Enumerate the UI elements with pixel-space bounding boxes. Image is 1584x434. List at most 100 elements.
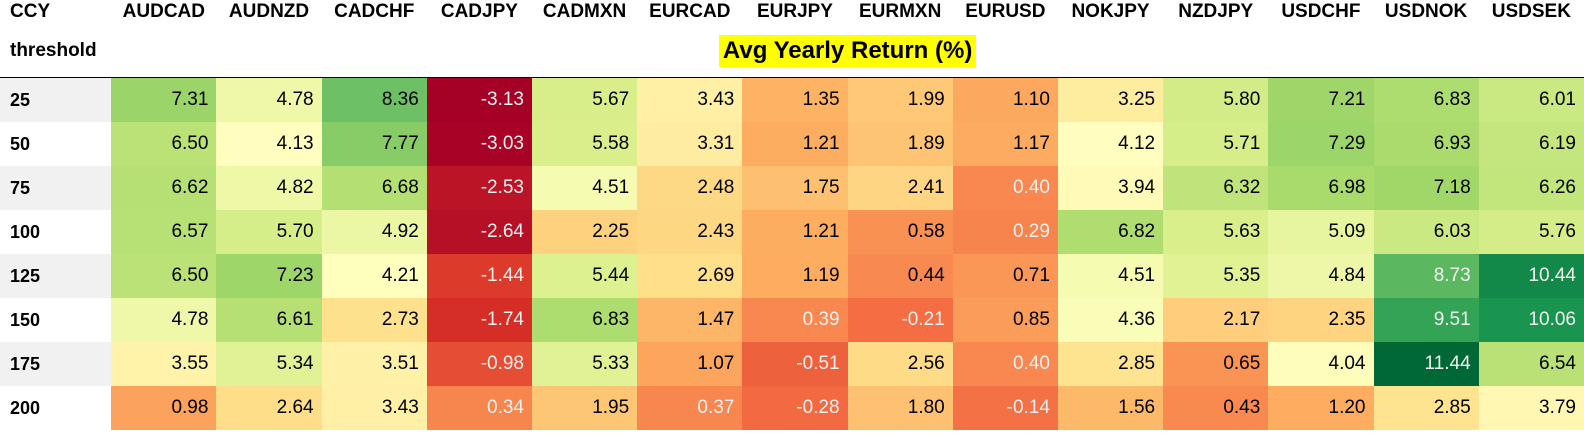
heatmap-cell-cadjpy-125: -1.44 (426, 254, 532, 298)
heatmap-cell-cadmxn-125: 5.44 (532, 254, 638, 298)
heatmap-cell-eurusd-175: 0.40 (952, 342, 1058, 386)
heatmap-cell-usdsek-125: 10.44 (1478, 254, 1584, 298)
heatmap-cell-eurusd-150: 0.85 (952, 298, 1058, 342)
table-row: 100 6.57 5.70 4.92 -2.64 2.25 2.43 1.21 0.58 0.29… (0, 210, 1584, 254)
chart-title-cell: Avg Yearly Return (%) (111, 25, 1584, 78)
heatmap-cell-eurmxn-50: 1.89 (847, 122, 953, 166)
heatmap-cell-usdchf-150: 2.35 (1268, 298, 1374, 342)
threshold-header-row: threshold Avg Yearly Return (%) (0, 25, 1584, 78)
heatmap-cell-nzdjpy-25: 5.80 (1163, 77, 1269, 122)
heatmap-cell-usdsek-75: 6.26 (1478, 166, 1584, 210)
heatmap-cell-usdnok-175: 11.44 (1373, 342, 1479, 386)
table-row: 150 4.78 6.61 2.73 -1.74 6.83 1.47 0.39 -0.21 0.8… (0, 298, 1584, 342)
heatmap-cell-cadmxn-50: 5.58 (532, 122, 638, 166)
heatmap-cell-usdnok-125: 8.73 (1373, 254, 1479, 298)
heatmap-cell-cadmxn-25: 5.67 (532, 77, 638, 122)
row-label-threshold-50: 50 (0, 122, 112, 166)
heatmap-cell-eurmxn-200: 1.80 (847, 386, 953, 430)
heatmap-cell-cadchf-25: 8.36 (321, 77, 427, 122)
heatmap-cell-cadmxn-175: 5.33 (532, 342, 638, 386)
heatmap-cell-eurusd-125: 0.71 (952, 254, 1058, 298)
heatmap-cell-usdchf-175: 4.04 (1268, 342, 1374, 386)
heatmap-cell-usdchf-25: 7.21 (1268, 77, 1374, 122)
heatmap-cell-audcad-50: 6.50 (111, 122, 217, 166)
column-header-usdnok: USDNOK (1384, 1, 1468, 22)
heatmap-cell-nokjpy-125: 4.51 (1057, 254, 1164, 298)
column-header-nzdjpy: NZDJPY (1178, 1, 1254, 22)
heatmap-cell-nzdjpy-150: 2.17 (1163, 298, 1269, 342)
heatmap-cell-usdchf-200: 1.20 (1268, 386, 1374, 430)
column-header-eurcad: EURCAD (649, 1, 731, 22)
heatmap-cell-nzdjpy-50: 5.71 (1163, 122, 1269, 166)
currency-header-row: CCY AUDCAD AUDNZD CADCHF CADJPY CADMXN EURCAD… (0, 0, 1584, 25)
heatmap-cell-cadjpy-75: -2.53 (426, 166, 532, 210)
heatmap-cell-usdsek-150: 10.06 (1478, 298, 1584, 342)
heatmap-cell-eurcad-50: 3.31 (637, 122, 743, 166)
column-header-cadchf: CADCHF (334, 1, 415, 22)
heatmap-cell-nzdjpy-125: 5.35 (1163, 254, 1269, 298)
column-header-eurjpy: EURJPY (756, 1, 833, 22)
heatmap-cell-usdnok-25: 6.83 (1373, 77, 1479, 122)
table-row: 125 6.50 7.23 4.21 -1.44 5.44 2.69 1.19 0.44 0.71… (0, 254, 1584, 298)
heatmap-cell-eurusd-75: 0.40 (952, 166, 1058, 210)
heatmap-cell-cadjpy-175: -0.98 (426, 342, 532, 386)
heatmap-cell-usdnok-50: 6.93 (1373, 122, 1479, 166)
row-label-threshold-25: 25 (0, 77, 112, 122)
heatmap-cell-nzdjpy-75: 6.32 (1163, 166, 1269, 210)
table-row: 25 7.31 4.78 8.36 -3.13 5.67 3.43 1.35 1.99 1.10 3… (0, 77, 1584, 122)
heatmap-cell-eurusd-25: 1.10 (952, 77, 1058, 122)
column-header-eurusd: EURUSD (965, 1, 1046, 22)
heatmap-cell-usdsek-200: 3.79 (1478, 386, 1584, 430)
heatmap-cell-usdsek-175: 6.54 (1478, 342, 1584, 386)
heatmap-cell-nokjpy-75: 3.94 (1057, 166, 1164, 210)
heatmap-cell-eurjpy-75: 1.75 (742, 166, 848, 210)
index-header-ccy: CCY (10, 1, 51, 22)
heatmap-cell-eurusd-50: 1.17 (952, 122, 1058, 166)
table-row: 200 0.98 2.64 3.43 0.34 1.95 0.37 -0.28 1.80 -0.1… (0, 386, 1584, 430)
heatmap-cell-cadjpy-150: -1.74 (426, 298, 532, 342)
heatmap-cell-eurcad-125: 2.69 (637, 254, 743, 298)
row-label-threshold-200: 200 (0, 386, 112, 430)
heatmap-body: 25 7.31 4.78 8.36 -3.13 5.67 3.43 1.35 1.99 1.10 3… (0, 77, 1584, 430)
heatmap-cell-eurjpy-150: 0.39 (742, 298, 848, 342)
heatmap-cell-eurmxn-75: 2.41 (847, 166, 953, 210)
heatmap-cell-usdsek-50: 6.19 (1478, 122, 1584, 166)
heatmap-cell-usdchf-50: 7.29 (1268, 122, 1374, 166)
chart-title: Avg Yearly Return (%) (718, 35, 977, 67)
heatmap-cell-eurmxn-125: 0.44 (847, 254, 953, 298)
heatmap-cell-audnzd-25: 4.78 (216, 77, 322, 122)
heatmap-cell-usdnok-150: 9.51 (1373, 298, 1479, 342)
heatmap-cell-cadchf-200: 3.43 (321, 386, 427, 430)
column-header-cadjpy: CADJPY (440, 1, 518, 22)
heatmap-cell-nokjpy-50: 4.12 (1057, 122, 1164, 166)
heatmap-cell-nokjpy-100: 6.82 (1057, 210, 1164, 254)
column-header-usdsek: USDSEK (1491, 1, 1571, 22)
heatmap-cell-cadmxn-100: 2.25 (532, 210, 638, 254)
table-row: 175 3.55 5.34 3.51 -0.98 5.33 1.07 -0.51 2.56 0.4… (0, 342, 1584, 386)
heatmap-cell-cadjpy-100: -2.64 (426, 210, 532, 254)
heatmap-cell-cadchf-150: 2.73 (321, 298, 427, 342)
heatmap-cell-usdchf-75: 6.98 (1268, 166, 1374, 210)
table-row: 75 6.62 4.82 6.68 -2.53 4.51 2.48 1.75 2.41 0.40 3… (0, 166, 1584, 210)
heatmap-cell-audnzd-200: 2.64 (216, 386, 322, 430)
table-row: 50 6.50 4.13 7.77 -3.03 5.58 3.31 1.21 1.89 1.17 4… (0, 122, 1584, 166)
column-header-usdchf: USDCHF (1281, 1, 1361, 22)
heatmap-cell-audnzd-75: 4.82 (216, 166, 322, 210)
heatmap-cell-eurcad-75: 2.48 (637, 166, 743, 210)
heatmap-cell-usdchf-125: 4.84 (1268, 254, 1374, 298)
heatmap-cell-audcad-100: 6.57 (111, 210, 217, 254)
row-header-threshold: threshold (0, 25, 112, 78)
heatmap-cell-eurcad-100: 2.43 (637, 210, 743, 254)
heatmap-cell-eurcad-175: 1.07 (637, 342, 743, 386)
heatmap-cell-eurmxn-150: -0.21 (847, 298, 953, 342)
heatmap-cell-eurmxn-175: 2.56 (847, 342, 953, 386)
heatmap-cell-cadmxn-150: 6.83 (532, 298, 638, 342)
heatmap-cell-nokjpy-25: 3.25 (1057, 77, 1164, 122)
heatmap-cell-cadjpy-50: -3.03 (426, 122, 532, 166)
heatmap-cell-usdnok-75: 7.18 (1373, 166, 1479, 210)
heatmap-cell-cadchf-125: 4.21 (321, 254, 427, 298)
heatmap-cell-cadjpy-25: -3.13 (426, 77, 532, 122)
heatmap-cell-usdnok-200: 2.85 (1373, 386, 1479, 430)
row-label-threshold-100: 100 (0, 210, 112, 254)
